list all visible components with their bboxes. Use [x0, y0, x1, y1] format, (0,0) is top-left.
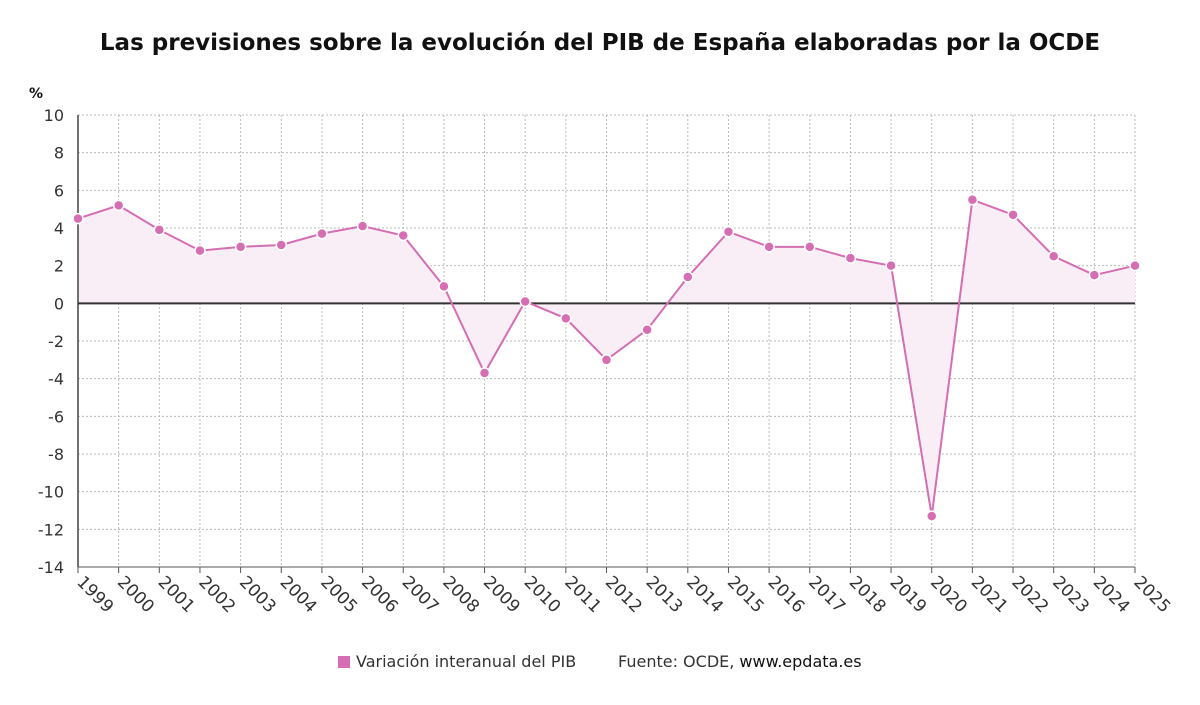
legend-swatch: [338, 655, 350, 668]
y-tick-label: -6: [48, 407, 64, 426]
x-tick-label: 2020: [926, 572, 971, 617]
x-tick-label: 2011: [560, 572, 605, 617]
x-tick-label: 2016: [764, 572, 809, 617]
data-point-2000: [112, 199, 125, 212]
x-tick-label: 2002: [194, 572, 239, 617]
y-tick-label: 4: [54, 219, 64, 238]
x-tick-label: 2015: [723, 572, 768, 617]
series-line-group: [72, 194, 1141, 522]
data-point-2011: [560, 312, 572, 325]
legend: Variación interanual del PIB: [338, 652, 576, 671]
data-point-2021: [966, 194, 979, 206]
data-point-2017: [804, 241, 816, 253]
data-point-2005: [316, 227, 328, 240]
y-tick-label: 6: [54, 181, 64, 200]
y-tick-label: -14: [38, 558, 64, 577]
x-tick-label: 2009: [479, 572, 524, 617]
data-point-2008: [438, 280, 450, 293]
data-point-2020: [925, 510, 938, 522]
x-tick-label: 2021: [967, 572, 1012, 617]
x-tick-label: 2017: [804, 572, 849, 617]
x-tick-label: 2012: [601, 572, 646, 617]
y-tick-label: -4: [48, 370, 64, 389]
y-tick-label: 0: [54, 294, 64, 313]
y-tick-label: -10: [38, 483, 64, 502]
data-point-1999: [72, 212, 84, 225]
data-point-2024: [1088, 269, 1101, 281]
x-tick-label: 2006: [357, 572, 402, 617]
data-point-2004: [275, 239, 288, 251]
data-point-2016: [763, 241, 775, 253]
data-point-2006: [356, 220, 369, 232]
data-point-2015: [722, 226, 735, 238]
x-tick-label: 2000: [113, 572, 158, 617]
x-tick-label: 2005: [316, 572, 361, 617]
data-point-2010: [519, 295, 531, 308]
x-tick-label: 2007: [398, 572, 443, 617]
data-point-2007: [397, 229, 409, 242]
x-tick-label: 2013: [642, 572, 687, 617]
y-tick-labels: 10 8 6 4 2 0 -2 -4 -6 -8 -10 -12 -14: [38, 106, 64, 577]
x-tick-label: 2008: [438, 572, 483, 617]
chart-title: Las previsiones sobre la evolución del P…: [99, 30, 1101, 56]
data-point-2009: [478, 367, 491, 379]
x-tick-label: 1999: [72, 572, 117, 617]
x-tick-label: 2001: [154, 572, 199, 617]
x-tick-label: 2019: [886, 572, 931, 617]
source-site: www.epdata.es: [739, 652, 862, 671]
data-point-2023: [1047, 250, 1060, 262]
x-tick-label: 2022: [1008, 572, 1053, 617]
source-note: Fuente: OCDE, www.epdata.es: [618, 652, 862, 671]
x-tick-label: 2023: [1048, 572, 1093, 617]
legend-label: Variación interanual del PIB: [356, 652, 577, 671]
data-point-2018: [844, 252, 857, 264]
x-tick-labels: 1999200020012002200320042005200620072008…: [72, 572, 1174, 617]
x-tick-label: 2014: [682, 572, 727, 617]
x-tick-label: 2018: [845, 572, 890, 617]
y-unit-label: %: [29, 86, 44, 102]
data-point-2001: [153, 224, 166, 236]
x-tick-label: 2024: [1089, 572, 1134, 617]
x-tick-label: 2025: [1129, 572, 1174, 617]
y-tick-label: -2: [48, 332, 64, 351]
x-tick-label: 2003: [235, 572, 280, 617]
data-point-2003: [234, 241, 247, 253]
data-point-2025: [1129, 259, 1141, 272]
x-tick-label: 2004: [276, 572, 321, 617]
data-point-2014: [682, 271, 694, 283]
x-tick-label: 2010: [520, 572, 565, 617]
y-tick-label: -8: [48, 445, 64, 464]
data-point-2013: [641, 323, 653, 336]
data-point-2002: [194, 244, 206, 257]
data-point-2012: [600, 354, 613, 366]
y-tick-label: 10: [44, 106, 64, 125]
y-tick-label: 2: [54, 257, 64, 276]
data-point-2022: [1007, 209, 1019, 221]
source-prefix: Fuente: OCDE,: [618, 652, 740, 671]
data-point-2019: [885, 259, 897, 272]
y-tick-label: 8: [54, 144, 64, 163]
y-tick-label: -12: [38, 520, 64, 539]
